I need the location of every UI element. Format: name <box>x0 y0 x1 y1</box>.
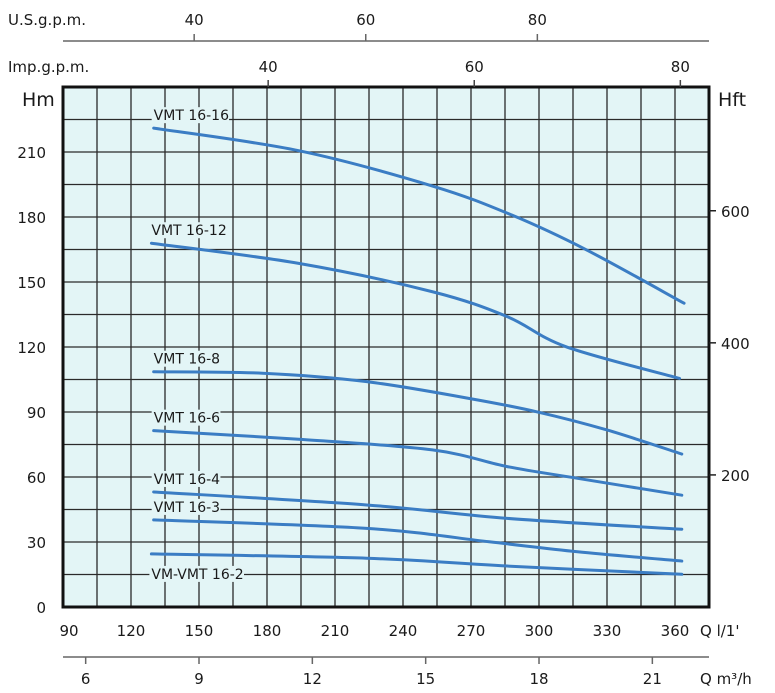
x-tick-label: 180 <box>253 622 282 640</box>
imp-gpm-tick-label: 60 <box>465 58 484 76</box>
curve-label-background <box>151 107 230 124</box>
curve-vmt-16-6 <box>152 429 684 497</box>
m3h-tick-label: 12 <box>303 670 322 688</box>
curve-label: VMT 16-12 <box>151 223 226 239</box>
curve-label-background <box>149 222 227 239</box>
y-tick-label: 0 <box>36 599 46 617</box>
m3h-tick-label: 9 <box>194 670 204 688</box>
curve-label: VMT 16-3 <box>154 500 220 516</box>
y-right-tick-label: 600 <box>721 203 750 221</box>
curve-label-background <box>151 470 221 487</box>
x-axis-label-m3h: Q m³/h <box>700 670 752 688</box>
curve-label: VMT 16-4 <box>154 472 221 488</box>
y-tick-label: 210 <box>17 144 46 162</box>
y-right-tick-label: 400 <box>721 335 750 353</box>
x-tick-label: 210 <box>321 622 350 640</box>
curve-label: VMT 16-16 <box>154 108 229 124</box>
curve-label-background <box>151 409 221 426</box>
curve-label-background <box>151 350 221 367</box>
us-gpm-axis-label: U.S.g.p.m. <box>8 11 86 29</box>
imp-gpm-tick-label: 40 <box>259 58 278 76</box>
curve-label: VMT 16-8 <box>154 352 220 368</box>
y-axis-label-hft: Hft <box>718 89 746 111</box>
x-tick-label: 120 <box>117 622 146 640</box>
y-axis-label-hm: Hm <box>22 89 55 111</box>
y-tick-label: 120 <box>17 339 46 357</box>
x-tick-label: 360 <box>661 622 690 640</box>
curve-vmt-16-16 <box>152 126 686 305</box>
y-tick-label: 180 <box>17 209 46 227</box>
y-tick-label: 30 <box>27 534 46 552</box>
x-axis-label-lmin: Q l/1' <box>700 622 739 640</box>
x-tick-label: 150 <box>185 622 214 640</box>
curve-vmt-16-12 <box>149 241 682 380</box>
m3h-tick-label: 6 <box>81 670 91 688</box>
us-gpm-tick-label: 80 <box>528 11 547 29</box>
imp-gpm-axis-label: Imp.g.p.m. <box>8 58 89 76</box>
m3h-tick-label: 18 <box>529 670 548 688</box>
x-tick-label: 300 <box>525 622 554 640</box>
plot-frame <box>61 85 711 609</box>
y-tick-label: 90 <box>27 404 46 422</box>
curve-label-background <box>149 565 244 582</box>
curve-vmt-16-8 <box>152 370 684 456</box>
imp-gpm-tick-label: 80 <box>671 58 690 76</box>
curve-label-background <box>151 498 221 515</box>
y-tick-label: 150 <box>17 274 46 292</box>
x-tick-label: 270 <box>457 622 486 640</box>
curve-vmt-16-3 <box>152 518 684 563</box>
curve-vmt-16-4 <box>152 490 684 531</box>
us-gpm-tick-label: 60 <box>356 11 375 29</box>
curve-vm-vmt-16-2 <box>149 552 684 576</box>
us-gpm-tick-label: 40 <box>185 11 204 29</box>
m3h-tick-label: 21 <box>643 670 662 688</box>
curve-label: VMT 16-6 <box>154 411 221 427</box>
y-tick-label: 60 <box>27 469 46 487</box>
m3h-tick-label: 15 <box>416 670 435 688</box>
x-tick-label: 240 <box>389 622 418 640</box>
x-tick-label: 90 <box>59 622 78 640</box>
x-tick-label: 330 <box>593 622 622 640</box>
y-right-tick-label: 200 <box>721 467 750 485</box>
curve-label: VM-VMT 16-2 <box>151 567 243 583</box>
